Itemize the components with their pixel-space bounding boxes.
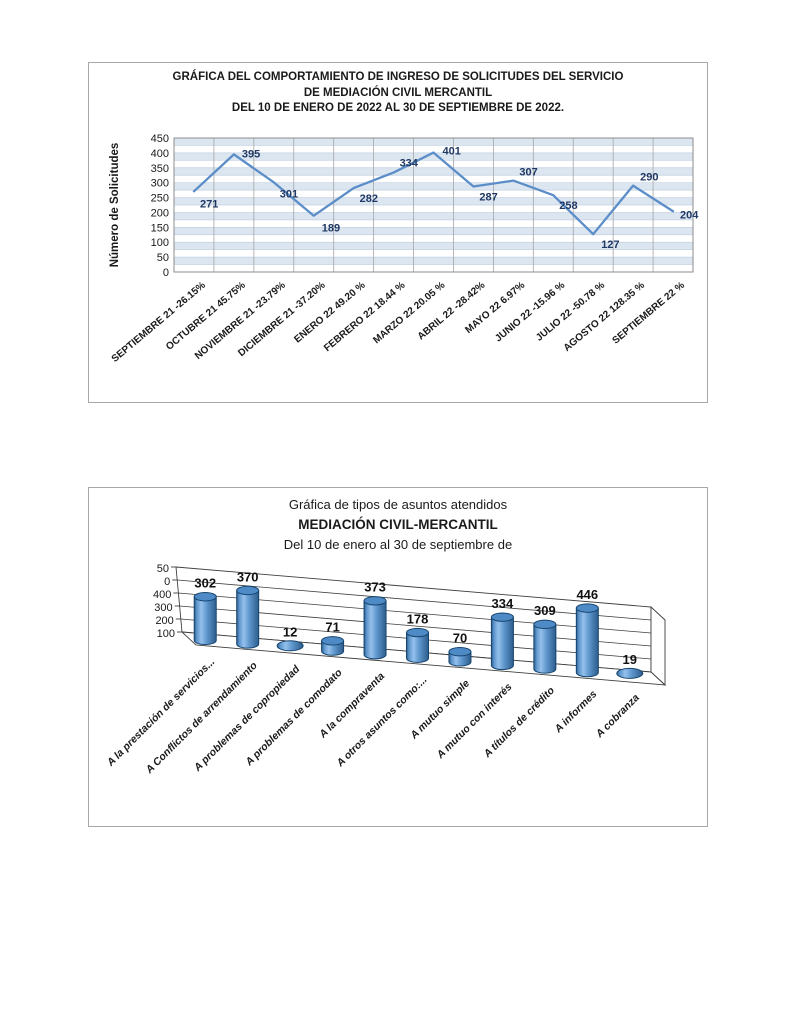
bar-category-label: A informes [552, 688, 600, 736]
data-point-label: 282 [360, 193, 378, 205]
data-point-label: 287 [479, 192, 497, 204]
axis-tick-label: 400 [153, 589, 171, 601]
bar-category-label: A otros asuntos como:... [334, 674, 430, 770]
wall-gridline [177, 579, 652, 621]
cylinder-body [575, 607, 599, 678]
plot-stripe [174, 257, 693, 265]
y-tick-label: 250 [151, 193, 169, 205]
bar-value-label: 373 [364, 580, 386, 595]
cylinder-disc [616, 667, 644, 679]
plot-stripe [174, 212, 693, 220]
bar-value-label: 302 [194, 576, 216, 591]
cylinder-top [448, 647, 472, 657]
data-point-label: 334 [400, 158, 419, 170]
cylinder-top [321, 636, 345, 646]
bar-value-label: 334 [492, 596, 514, 611]
cylinder-chart-panel: Gráfica de tipos de asuntos atendidos ME… [88, 487, 708, 827]
axis-tick-label: 0 [164, 576, 170, 588]
y-axis-title: Número de Solicitudes [109, 142, 121, 268]
plot-stripe [174, 227, 693, 235]
plot-border [173, 137, 694, 273]
axis-tick-label: 200 [155, 615, 173, 627]
bar-value-label: 446 [576, 587, 598, 602]
cylinder-body [490, 616, 514, 671]
y-tick-label: 450 [151, 133, 169, 145]
data-point-label: 189 [322, 223, 340, 235]
bar-value-label: 370 [237, 569, 259, 584]
y-tick-label: 50 [157, 252, 169, 264]
y-tick-label: 150 [151, 222, 169, 234]
plot-stripe [174, 182, 693, 191]
bar-value-label: 309 [534, 603, 556, 618]
axis-tick-label: 300 [154, 602, 172, 614]
plot-stripe [174, 138, 693, 146]
bar-category-label: A cobranza [593, 692, 642, 741]
cylinder-top [193, 592, 217, 602]
bar-value-label: 70 [453, 631, 467, 646]
data-point-label: 401 [443, 146, 461, 158]
x-category-label: MARZO 22 20.05 % [371, 280, 447, 346]
x-category-label: JUNIO 22 -15.96 % [493, 280, 567, 345]
cylinder-top [363, 596, 387, 606]
cylinder-top [575, 603, 599, 613]
plot-stripe [174, 167, 693, 176]
cylinder-body [193, 596, 217, 646]
data-point-label: 290 [640, 172, 658, 184]
y-tick-label: 200 [151, 207, 169, 219]
x-category-label: ENERO 22 49.20 % [292, 280, 367, 346]
data-point-label: 127 [601, 239, 619, 251]
x-category-label: ABRIL 22 -28.42% [416, 280, 488, 343]
axis-tick-label: 50 [157, 563, 169, 575]
bar-value-label: 71 [325, 620, 339, 635]
x-category-label: JULIO 22 -50.78 % [534, 280, 607, 344]
cylinder-top [236, 585, 260, 596]
y-tick-label: 0 [163, 267, 169, 279]
bar-category-label: A problemas de comodato [243, 666, 346, 769]
cylinder-body [406, 632, 429, 663]
cylinder-top [406, 627, 429, 638]
bar-value-label: 12 [283, 625, 297, 640]
cylinder-body [533, 623, 557, 674]
bar-value-label: 178 [407, 611, 429, 626]
bar-category-label: A mutuo con interés [434, 681, 515, 762]
line-chart-panel: GRÁFICA DEL COMPORTAMIENTO DE INGRESO DE… [88, 62, 708, 403]
data-point-label: 271 [200, 198, 218, 210]
bar-value-label: 19 [623, 652, 637, 667]
y-tick-label: 100 [151, 237, 169, 249]
data-point-label: 395 [242, 148, 260, 160]
data-point-label: 258 [559, 200, 577, 212]
data-point-label: 204 [680, 209, 699, 221]
plot-stripe [174, 197, 693, 205]
line-series [192, 151, 675, 236]
axis-tick-label: 100 [157, 628, 175, 640]
cylinder-top [490, 612, 514, 622]
plot-stripe [174, 242, 693, 250]
cylinder-top [533, 619, 557, 630]
cylinder-body [363, 600, 387, 660]
cylinder-body [236, 589, 260, 649]
y-tick-label: 300 [151, 178, 169, 190]
data-point-label: 301 [280, 188, 298, 200]
plot-stripe [174, 152, 693, 161]
y-tick-label: 350 [151, 163, 169, 175]
y-tick-label: 400 [151, 148, 169, 160]
x-category-label: SEPTIEMBRE 22 % [610, 280, 687, 347]
line-chart: 0 50 100 150 200 250 300 350 400 450 271 395 301 189 2… [110, 133, 700, 365]
side-wall [650, 605, 666, 687]
cylinder-disc [276, 640, 304, 652]
data-point-label: 307 [519, 167, 537, 179]
